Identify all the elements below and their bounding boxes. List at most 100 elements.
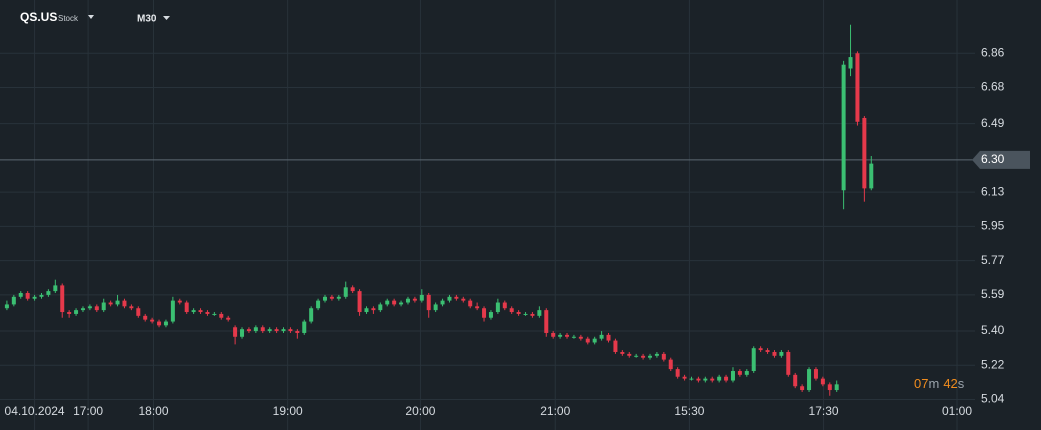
x-tick-label: 19:00 [273,404,303,418]
dropdown-arrow[interactable] [88,15,94,19]
candle-body [730,371,735,381]
dropdown-arrow[interactable] [163,16,170,20]
candle-body [558,334,563,337]
candle-body [689,378,694,380]
candle-body [641,355,646,358]
candle-body [765,350,770,352]
candle-body [316,300,321,309]
candle-body [205,312,210,314]
candle-body [661,353,666,360]
candle-body [392,300,397,305]
candle-body [820,378,825,385]
candle-body [599,334,604,339]
y-tick-label: 5.40 [981,323,1005,337]
candle-body [240,329,245,337]
candle-body [516,312,521,314]
labels: 04.10.2024 17:00 18:00 19:00 20:00 21:00 15:30… [5,45,1030,418]
candle-body [87,306,92,309]
candle-body [136,308,141,316]
candle-body [848,57,853,69]
candle-body [405,298,410,303]
candle-body [191,310,196,313]
y-tick-label: 6.68 [981,80,1005,94]
candle-body [419,294,424,301]
candle-body [60,285,65,313]
candle-body [537,310,542,316]
candle-body [4,304,9,309]
candle-body [551,332,556,337]
instrument-type: Stock [58,14,79,23]
candle-body [565,334,570,337]
candle-body [233,327,238,337]
candle-body [488,312,493,318]
candle-body [399,302,404,305]
candle-body [364,308,369,313]
candle-body [696,378,701,381]
candle-body [122,300,127,307]
candle-body [571,336,576,338]
candle-body [350,287,355,292]
symbol[interactable]: QS.US [20,10,57,24]
candle-body [212,313,217,315]
candle-body [115,300,120,305]
candle-body [302,321,307,333]
candle-body [74,310,79,314]
candle-body [274,329,279,332]
candle-body [329,296,334,299]
candle-body [530,313,535,316]
candle-body [198,310,203,313]
candle-body [371,308,376,311]
timer-unit: s [958,376,965,391]
candle-body [592,338,597,343]
x-tick-label: 20:00 [405,404,435,418]
timeframe[interactable]: M30 [137,14,157,25]
candle-body [869,163,874,189]
candle-body [834,384,839,391]
candle-body [143,315,148,320]
candle-body [385,300,390,305]
candle-body [544,310,549,333]
candle-body [502,302,507,309]
candle-body [288,329,293,332]
candle-body [627,353,632,356]
candle-body [25,293,30,299]
x-tick-label: 17:00 [73,404,103,418]
candle-body [357,291,362,313]
candle-body [267,329,272,332]
candle-body [862,117,867,189]
candle-body [440,300,445,305]
y-tick-label: 5.95 [981,219,1005,233]
candle-body [744,371,749,375]
candle-body [94,306,99,311]
candle-body [67,312,72,314]
candle-body [779,351,784,356]
candle-body [461,298,466,301]
y-tick-label: 5.22 [981,357,1005,371]
candle-body [724,376,729,381]
candle-body [108,302,113,305]
candle-body [654,353,659,356]
candle-body [253,327,258,332]
candle-body [260,327,265,332]
candle-body [841,64,846,191]
timer-minutes: 07 [914,376,928,391]
candle-body [475,306,480,309]
candle-body [827,384,832,391]
candle-body [219,313,224,318]
candle-body [807,369,812,391]
x-tick-label: 21:00 [540,404,570,418]
candle-body [620,351,625,354]
header: QS.US Stock M30 [20,10,170,25]
candle-body [800,386,805,391]
candle-body [772,351,777,356]
candle-body [53,285,58,292]
candle-body [613,340,618,352]
candle-body [606,334,611,341]
candle-body [32,296,37,299]
timer-seconds: 42 [943,376,957,391]
candle-body [648,355,652,358]
candle-body [309,308,314,322]
candle-body [447,296,452,301]
candle-body [634,355,639,357]
